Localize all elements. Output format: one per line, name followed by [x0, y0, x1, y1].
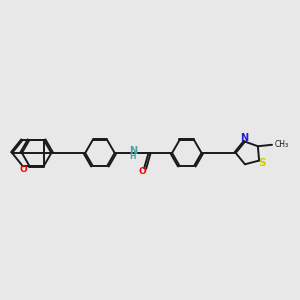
Text: H: H [129, 152, 136, 161]
Text: O: O [139, 167, 146, 176]
Text: CH₃: CH₃ [274, 140, 289, 149]
Text: S: S [258, 158, 266, 168]
Text: N: N [129, 146, 137, 156]
Text: N: N [240, 133, 248, 143]
Text: O: O [19, 165, 27, 174]
